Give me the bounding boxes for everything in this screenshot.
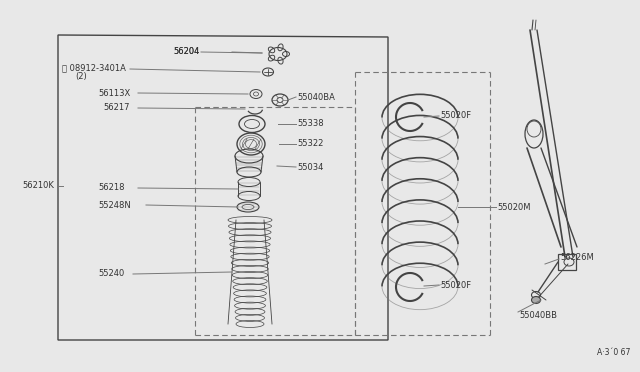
Ellipse shape [531, 296, 541, 304]
Text: 55034: 55034 [297, 163, 323, 171]
Text: 55248N: 55248N [98, 201, 131, 209]
Text: 56113X: 56113X [98, 89, 131, 97]
Text: (2): (2) [75, 71, 87, 80]
Text: 55338: 55338 [297, 119, 324, 128]
Text: 55322: 55322 [297, 140, 323, 148]
Text: 56210K: 56210K [22, 182, 54, 190]
Text: 55040BB: 55040BB [519, 311, 557, 320]
Text: 56218: 56218 [98, 183, 125, 192]
Text: 55020F: 55020F [440, 112, 471, 121]
Text: 55240: 55240 [98, 269, 124, 279]
Text: 55020F: 55020F [440, 280, 471, 289]
Text: 56217: 56217 [103, 103, 129, 112]
Text: 56226M: 56226M [560, 253, 594, 262]
Text: 55040BA: 55040BA [297, 93, 335, 102]
Text: 56204: 56204 [173, 48, 200, 57]
Text: A·3´0 67: A·3´0 67 [596, 348, 630, 357]
Text: 55020M: 55020M [497, 202, 531, 212]
Text: 56204: 56204 [173, 48, 200, 57]
Text: Ⓑ 08912-3401A: Ⓑ 08912-3401A [62, 64, 126, 73]
